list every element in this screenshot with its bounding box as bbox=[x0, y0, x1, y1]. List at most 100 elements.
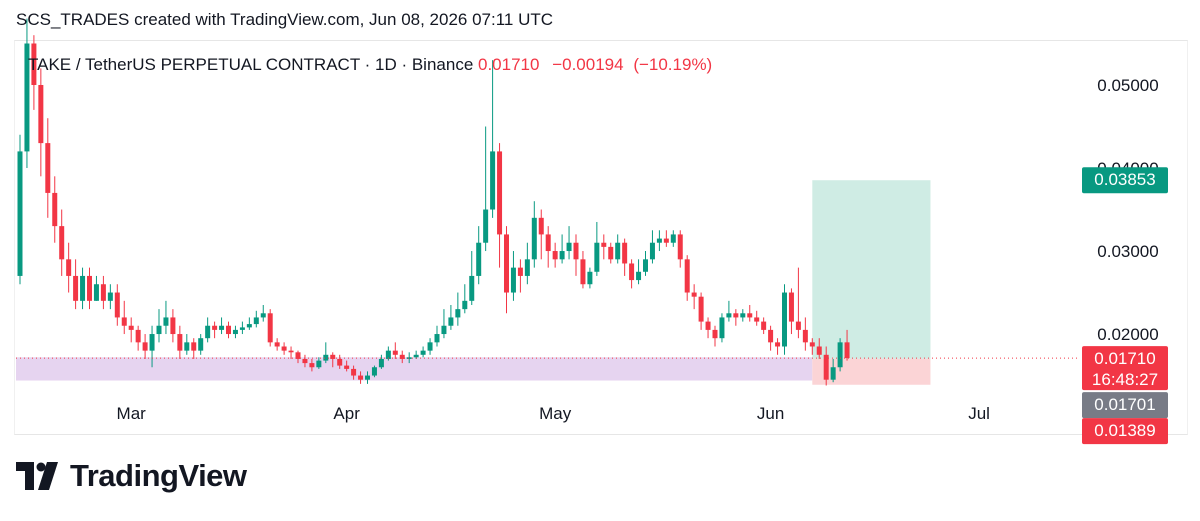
chart-caption: SCS_TRADES created with TradingView.com,… bbox=[16, 10, 554, 29]
candle bbox=[615, 234, 621, 264]
candle-body bbox=[538, 217, 544, 235]
candle bbox=[802, 317, 808, 351]
price-tags: 0.03853 0.01710 16:48:27 0.01701 0.01389 bbox=[1082, 167, 1168, 445]
candle bbox=[142, 334, 148, 359]
candle-body bbox=[705, 321, 711, 330]
candle bbox=[24, 18, 30, 169]
candle bbox=[538, 209, 544, 260]
candle-body bbox=[365, 375, 370, 380]
candle-body bbox=[587, 271, 593, 285]
candle-body bbox=[448, 317, 454, 326]
candle bbox=[795, 267, 801, 339]
stop-price-tag-text: 0.01389 bbox=[1094, 421, 1155, 440]
candle-body bbox=[385, 350, 391, 359]
symbol-title: TAKE / TetherUS PERPETUAL CONTRACT · 1D … bbox=[28, 55, 473, 74]
candle bbox=[344, 360, 350, 372]
candle bbox=[309, 358, 315, 372]
candle bbox=[302, 354, 308, 368]
candle-body bbox=[670, 234, 676, 243]
candle bbox=[337, 354, 343, 369]
candle bbox=[427, 338, 433, 355]
candle-body bbox=[643, 259, 648, 272]
candle bbox=[232, 325, 238, 339]
candle bbox=[253, 310, 259, 328]
candle bbox=[552, 242, 558, 268]
candle bbox=[156, 309, 162, 343]
current-price-tag: 0.01710 16:48:27 bbox=[1082, 346, 1168, 391]
candle-body bbox=[226, 325, 231, 335]
candle-body bbox=[38, 84, 44, 144]
candle bbox=[448, 304, 454, 330]
candle bbox=[629, 259, 635, 289]
candle-body bbox=[121, 317, 127, 326]
candle-body bbox=[636, 271, 642, 281]
candle bbox=[45, 118, 51, 218]
candle bbox=[100, 275, 106, 310]
chart-frame bbox=[14, 40, 1188, 435]
support-zone bbox=[16, 357, 813, 381]
candle-body bbox=[128, 325, 134, 330]
candle bbox=[212, 321, 218, 339]
candle bbox=[531, 201, 537, 268]
candle bbox=[490, 60, 496, 218]
candle-body bbox=[580, 259, 586, 285]
candle bbox=[288, 346, 294, 359]
entry-price-tag-bg bbox=[1082, 392, 1168, 419]
candle-body bbox=[295, 352, 301, 359]
candle bbox=[177, 325, 183, 359]
candle-body bbox=[267, 313, 273, 343]
candle-body bbox=[663, 238, 669, 243]
candle-body bbox=[545, 234, 551, 252]
candle bbox=[198, 334, 204, 355]
candle bbox=[691, 284, 697, 310]
candle-body bbox=[288, 350, 294, 353]
candle-body bbox=[170, 317, 176, 335]
candle-body bbox=[198, 338, 204, 351]
candle-body bbox=[629, 263, 635, 281]
candle-body bbox=[517, 267, 523, 276]
candle-body bbox=[31, 43, 37, 85]
entry-price-tag-text: 0.01701 bbox=[1094, 395, 1155, 414]
x-axis: Mar Apr May Jun Jul bbox=[117, 404, 990, 423]
candle-body bbox=[490, 151, 496, 210]
candle-body bbox=[844, 342, 850, 359]
candle bbox=[684, 255, 690, 301]
candle bbox=[844, 329, 850, 361]
candles-layer bbox=[17, 18, 850, 386]
candle bbox=[580, 251, 586, 289]
candle-body bbox=[427, 342, 433, 351]
candle-body bbox=[219, 325, 225, 330]
candle bbox=[149, 325, 155, 368]
y-tick-label: 0.02000 bbox=[1097, 325, 1158, 344]
candle-body bbox=[239, 327, 245, 330]
candle-body bbox=[45, 143, 51, 193]
candle-body bbox=[733, 313, 739, 318]
candle bbox=[733, 309, 739, 326]
candle bbox=[295, 350, 301, 364]
candle-body bbox=[66, 259, 72, 276]
candle bbox=[441, 309, 447, 339]
candle-body bbox=[455, 309, 461, 318]
candle bbox=[66, 242, 72, 293]
candle-body bbox=[559, 251, 565, 260]
candle-body bbox=[260, 313, 266, 318]
candle bbox=[677, 230, 683, 268]
candle-body bbox=[330, 354, 336, 359]
candle-body bbox=[622, 242, 628, 264]
candle-body bbox=[246, 324, 252, 328]
candle bbox=[566, 226, 572, 260]
candle-body bbox=[809, 342, 815, 347]
current-price-tag-text: 0.01710 bbox=[1094, 349, 1155, 368]
current-price-tag-text: 16:48:27 bbox=[1092, 370, 1158, 389]
candle-body bbox=[504, 234, 509, 293]
candle-body bbox=[483, 209, 489, 243]
candle bbox=[761, 317, 767, 335]
candle-body bbox=[476, 242, 482, 276]
candle-body bbox=[802, 329, 808, 343]
candle bbox=[316, 357, 322, 369]
candle-body bbox=[52, 192, 58, 227]
candle-body bbox=[747, 313, 753, 318]
candle bbox=[483, 126, 489, 252]
